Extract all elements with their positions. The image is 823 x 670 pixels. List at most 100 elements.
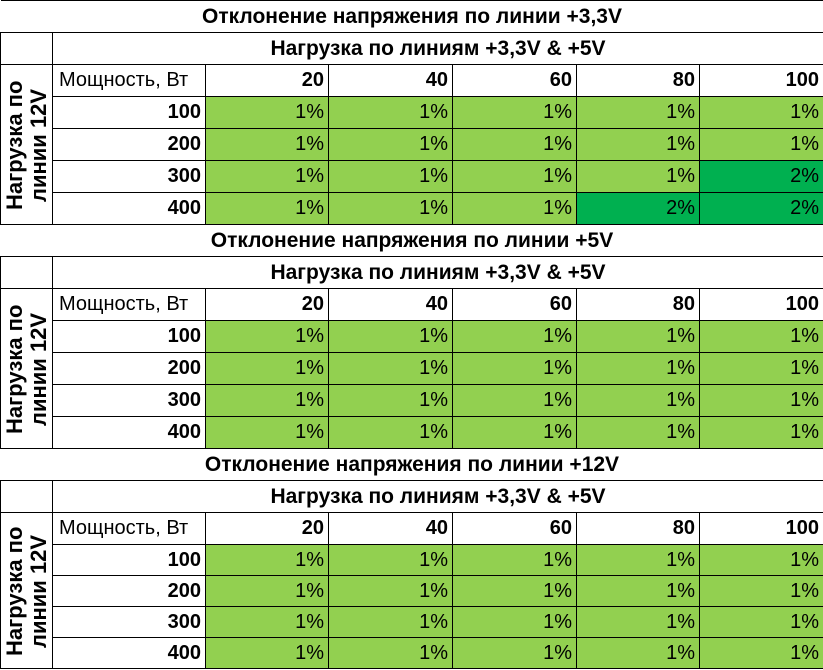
column-header: 40 <box>328 512 453 545</box>
value-cell: 1% <box>205 575 329 607</box>
empty-cell <box>0 32 53 65</box>
value-cell: 1% <box>452 160 577 193</box>
value-cell: 1% <box>205 96 329 129</box>
section-subtitle: Нагрузка по линиям +3,3V & +5V <box>52 32 823 65</box>
value-cell: 1% <box>452 637 577 669</box>
title-row: Отклонение напряжения по линии +12V <box>0 448 823 481</box>
row-label: 100 <box>52 96 206 129</box>
value-cell: 1% <box>576 160 700 193</box>
empty-cell <box>0 256 53 289</box>
value-cell: 1% <box>328 637 453 669</box>
value-cell: 1% <box>699 416 823 449</box>
data-row: 200 1% 1% 1% 1% 1% <box>1 352 823 385</box>
row-label: 300 <box>52 160 206 193</box>
value-cell: 2% <box>576 192 700 225</box>
title-row: Отклонение напряжения по линии +3,3V <box>0 0 823 33</box>
value-cell: 1% <box>328 320 453 353</box>
value-cell: 1% <box>328 160 453 193</box>
data-row: 200 1% 1% 1% 1% 1% <box>1 128 823 161</box>
value-cell: 1% <box>205 320 329 353</box>
data-row: 100 1% 1% 1% 1% 1% <box>1 320 823 353</box>
row-group-label: Нагрузка по линии 12V <box>1 79 51 210</box>
value-cell: 1% <box>328 606 453 638</box>
row-group-label: Нагрузка по линии 12V <box>1 525 51 656</box>
value-cell: 1% <box>699 128 823 161</box>
column-header: 60 <box>452 64 577 97</box>
value-cell: 1% <box>576 416 700 449</box>
value-cell: 1% <box>328 544 453 576</box>
value-cell: 1% <box>205 637 329 669</box>
column-header: 100 <box>699 288 823 321</box>
row-group-cell: Нагрузка по линии 12V <box>0 64 53 225</box>
header-row: Нагрузка по линии 12V Мощность, Вт 20 40 60 8… <box>0 64 823 225</box>
column-header: 40 <box>328 64 453 97</box>
value-cell: 1% <box>576 606 700 638</box>
row-label: 100 <box>52 320 206 353</box>
value-cell: 1% <box>328 352 453 385</box>
column-header: 20 <box>205 288 329 321</box>
subtitle-row: Нагрузка по линиям +3,3V & +5V <box>0 256 823 289</box>
value-cell: 1% <box>576 96 700 129</box>
column-header: 20 <box>205 64 329 97</box>
value-cell: 1% <box>576 637 700 669</box>
value-cell: 1% <box>205 416 329 449</box>
column-header: 100 <box>699 512 823 545</box>
value-cell: 1% <box>576 575 700 607</box>
column-header: 80 <box>576 288 700 321</box>
value-cell: 1% <box>699 384 823 417</box>
row-group-cell: Нагрузка по линии 12V <box>0 512 53 669</box>
data-row: 300 1% 1% 1% 1% 1% <box>1 606 823 638</box>
header-row: Нагрузка по линии 12V Мощность, Вт 20 40 60 8… <box>0 512 823 669</box>
row-label: 200 <box>52 575 206 607</box>
column-header: 20 <box>205 512 329 545</box>
row-label: 200 <box>52 128 206 161</box>
data-row: 200 1% 1% 1% 1% 1% <box>1 575 823 607</box>
section-subtitle: Нагрузка по линиям +3,3V & +5V <box>52 256 823 289</box>
value-cell: 1% <box>576 384 700 417</box>
value-cell: 1% <box>699 352 823 385</box>
value-cell: 1% <box>576 320 700 353</box>
value-cell: 1% <box>699 320 823 353</box>
value-cell: 1% <box>452 96 577 129</box>
data-row: 100 1% 1% 1% 1% 1% <box>1 544 823 576</box>
row-group-label: Нагрузка по линии 12V <box>1 303 51 434</box>
subtitle-row: Нагрузка по линиям +3,3V & +5V <box>0 480 823 513</box>
value-cell: 1% <box>699 96 823 129</box>
data-row: 100 1% 1% 1% 1% 1% <box>1 96 823 129</box>
header-row: Нагрузка по линии 12V Мощность, Вт 20 40 60 8… <box>0 288 823 449</box>
row-group-cell: Нагрузка по линии 12V <box>0 288 53 449</box>
empty-cell <box>0 480 53 513</box>
row-label: 400 <box>52 192 206 225</box>
section-title: Отклонение напряжения по линии +5V <box>0 224 823 257</box>
value-cell: 1% <box>699 637 823 669</box>
value-cell: 1% <box>452 384 577 417</box>
row-label: 400 <box>52 416 206 449</box>
section-title: Отклонение напряжения по линии +3,3V <box>0 0 823 33</box>
value-cell: 1% <box>452 606 577 638</box>
value-cell: 1% <box>452 128 577 161</box>
value-cell: 1% <box>452 416 577 449</box>
row-label: 400 <box>52 637 206 669</box>
value-cell: 1% <box>205 128 329 161</box>
value-cell: 1% <box>452 192 577 225</box>
value-cell: 1% <box>205 192 329 225</box>
data-row: 400 1% 1% 1% 1% 1% <box>1 637 823 669</box>
value-cell: 1% <box>205 160 329 193</box>
value-cell: 1% <box>205 544 329 576</box>
row-label: 300 <box>52 606 206 638</box>
row-label: 100 <box>52 544 206 576</box>
value-cell: 1% <box>452 575 577 607</box>
data-row: 300 1% 1% 1% 1% 2% <box>1 160 823 193</box>
value-cell: 1% <box>328 575 453 607</box>
value-cell: 1% <box>205 352 329 385</box>
value-cell: 1% <box>452 320 577 353</box>
subtitle-row: Нагрузка по линиям +3,3V & +5V <box>0 32 823 65</box>
column-header: 60 <box>452 288 577 321</box>
data-row: 400 1% 1% 1% 1% 1% <box>1 416 823 449</box>
value-cell: 1% <box>205 606 329 638</box>
column-header: 40 <box>328 288 453 321</box>
data-row: 300 1% 1% 1% 1% 1% <box>1 384 823 417</box>
